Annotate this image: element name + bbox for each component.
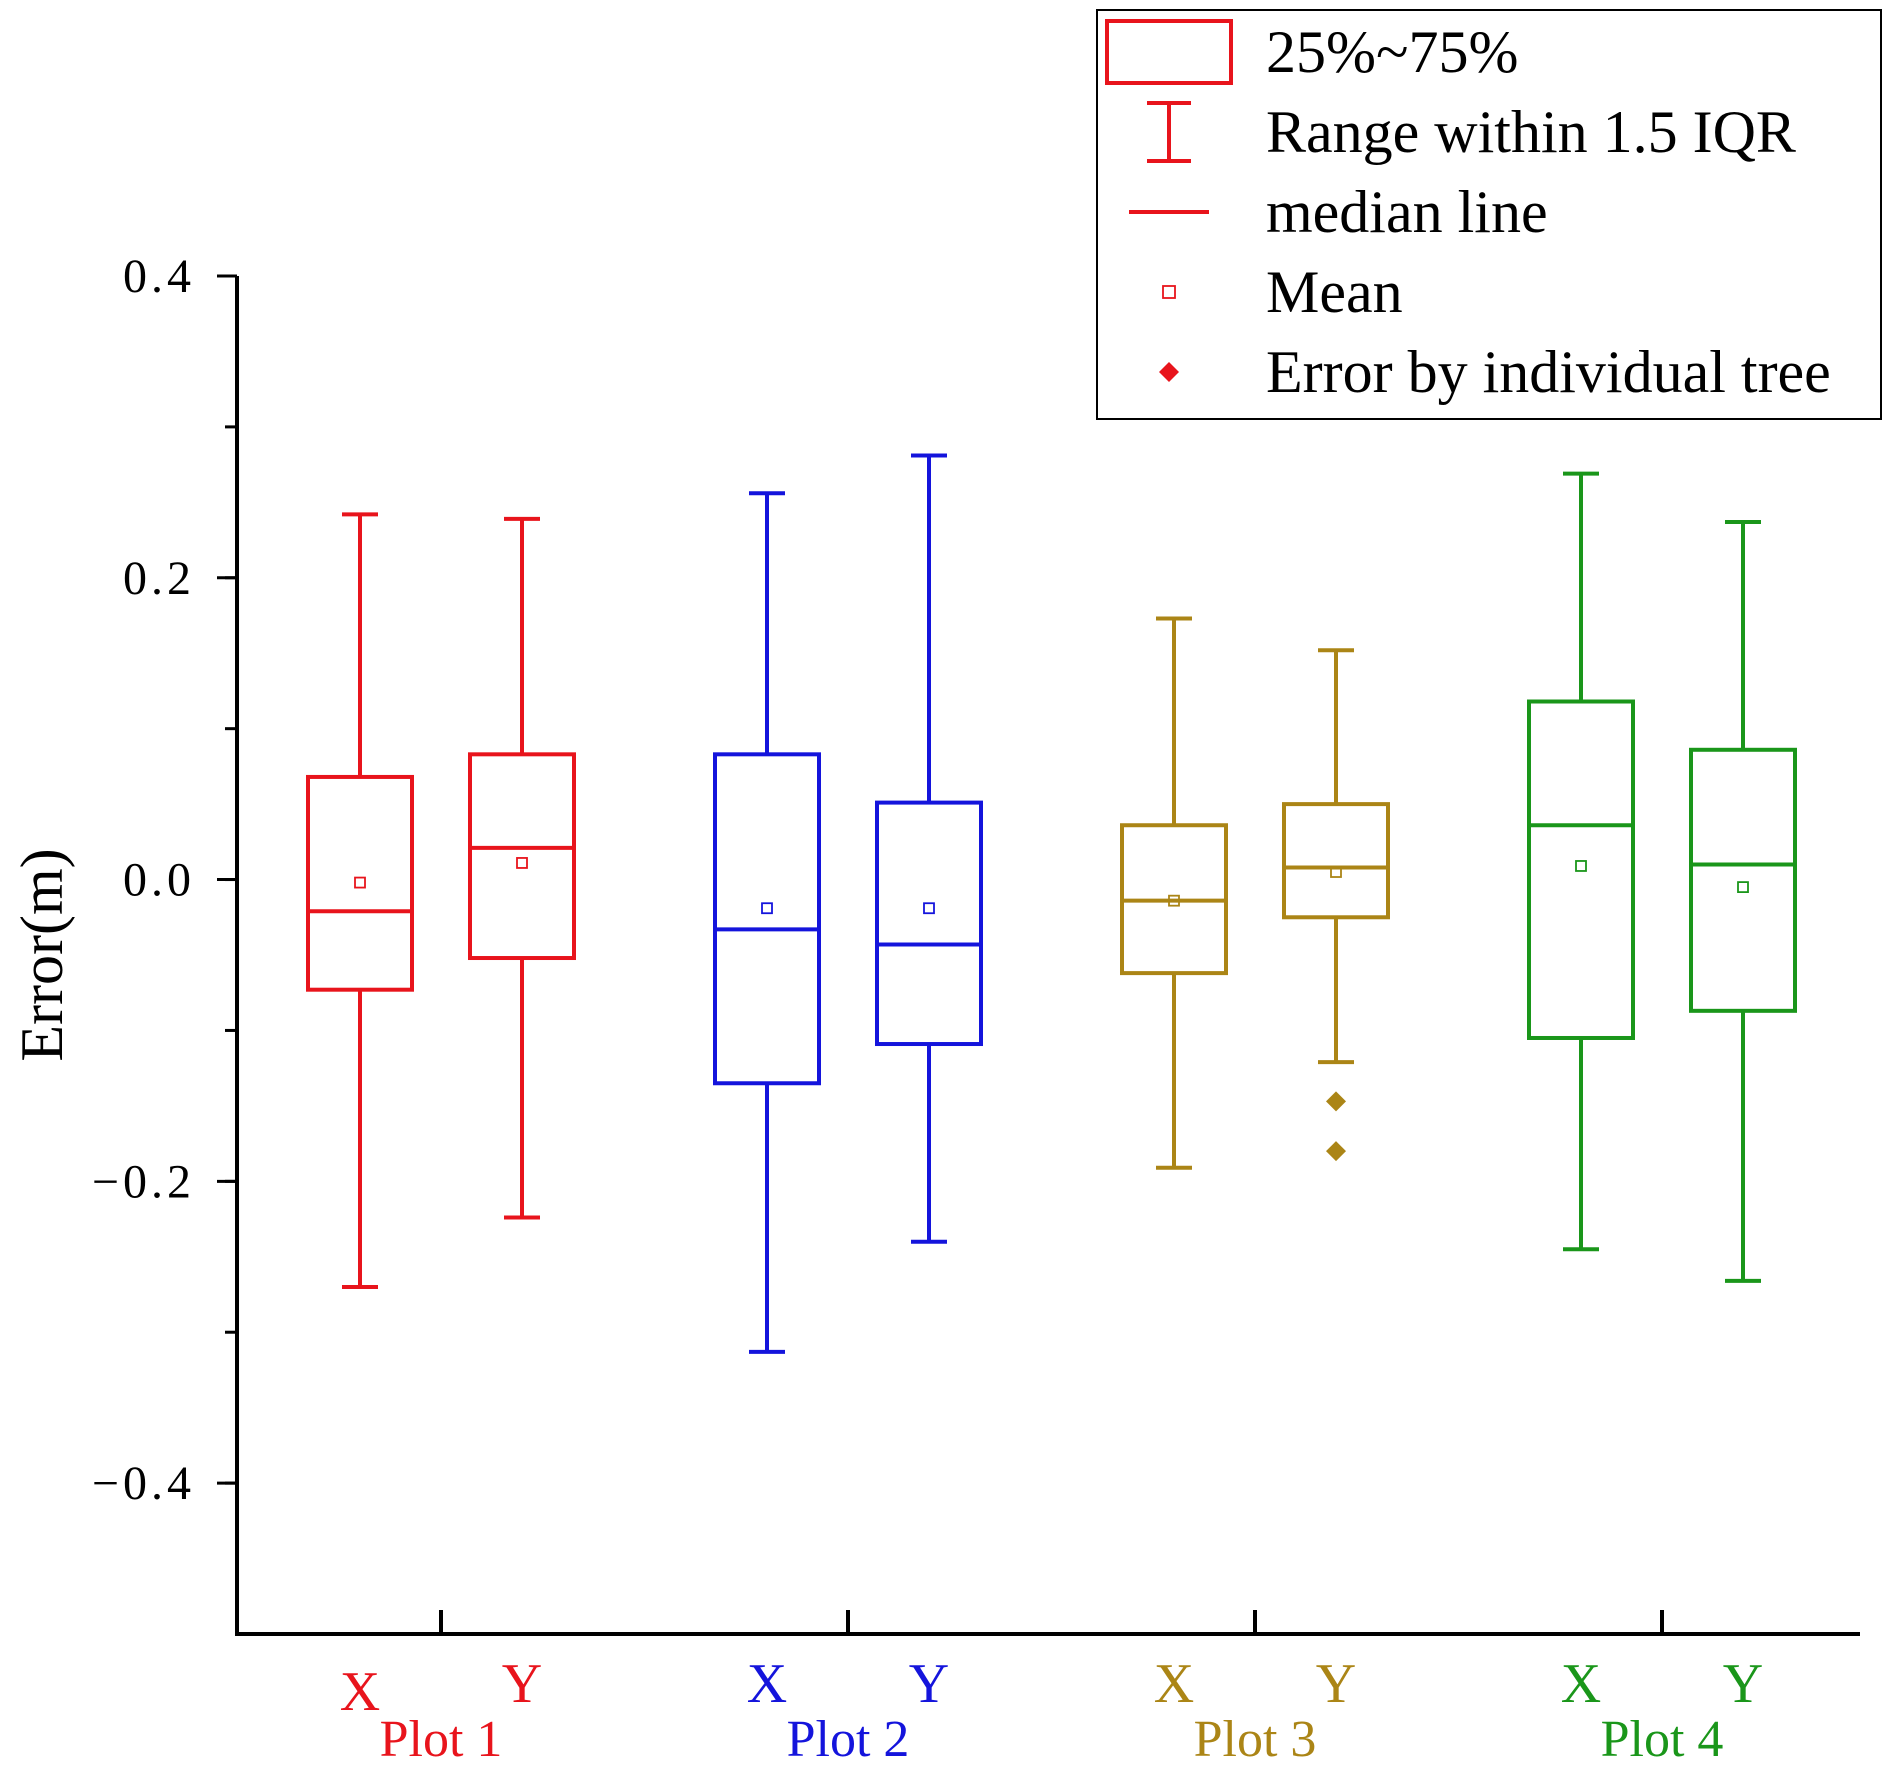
- y-tick-label: 0.2: [123, 552, 195, 605]
- axes-layer: [217, 274, 1860, 1636]
- mean-marker: [1330, 866, 1342, 878]
- mean-marker: [354, 876, 366, 889]
- outlier-point: [1326, 1091, 1346, 1112]
- y-tick-label: −0.2: [92, 1155, 195, 1208]
- mean-marker: [761, 902, 773, 915]
- iqr-box: [468, 752, 576, 961]
- legend-frame: [1096, 9, 1882, 420]
- legend-mean-symbol: [1162, 285, 1176, 299]
- box-category-label: Y: [1723, 1653, 1763, 1715]
- iqr-box: [1689, 747, 1797, 1013]
- legend-label: Error by individual tree: [1266, 339, 1831, 405]
- group-label: Plot 3: [1194, 1711, 1317, 1768]
- legend-label: Range within 1.5 IQR: [1266, 99, 1796, 165]
- iqr-box: [713, 752, 821, 1086]
- box-category-label: X: [1561, 1653, 1601, 1715]
- y-tick-label: 0.4: [123, 250, 195, 303]
- box-category-label: Y: [909, 1653, 949, 1715]
- legend-label: median line: [1266, 179, 1548, 245]
- group-label: Plot 4: [1601, 1711, 1724, 1768]
- iqr-box: [875, 800, 983, 1047]
- legend: 25%~75% Range within 1.5 IQR median line Me…: [1096, 9, 1882, 420]
- legend-outlier-symbol: [1159, 362, 1179, 382]
- iqr-box: [1282, 802, 1390, 920]
- mean-marker: [1168, 894, 1180, 907]
- y-tick-label: 0.0: [123, 854, 195, 907]
- box-category-label: X: [1154, 1653, 1194, 1715]
- legend-label: Mean: [1266, 259, 1403, 325]
- box-category-label: X: [747, 1653, 787, 1715]
- mean-marker: [1737, 881, 1749, 893]
- iqr-box: [1527, 699, 1635, 1040]
- group-label: Plot 1: [380, 1711, 503, 1768]
- group-label: Plot 2: [787, 1711, 910, 1768]
- box-category-label: X: [340, 1661, 380, 1723]
- legend-box-symbol: [1105, 19, 1233, 85]
- iqr-box: [306, 774, 414, 992]
- legend-label: 25%~75%: [1266, 19, 1518, 85]
- box-category-label: Y: [1316, 1653, 1356, 1715]
- y-tick-label: −0.4: [92, 1457, 195, 1510]
- boxes-layer: [306, 453, 1797, 1354]
- outlier-point: [1326, 1141, 1346, 1162]
- box-category-label: Y: [502, 1653, 542, 1715]
- y-axis-label: Error(m): [9, 848, 75, 1061]
- mean-marker: [923, 902, 935, 915]
- mean-marker: [516, 857, 528, 869]
- mean-marker: [1575, 860, 1587, 872]
